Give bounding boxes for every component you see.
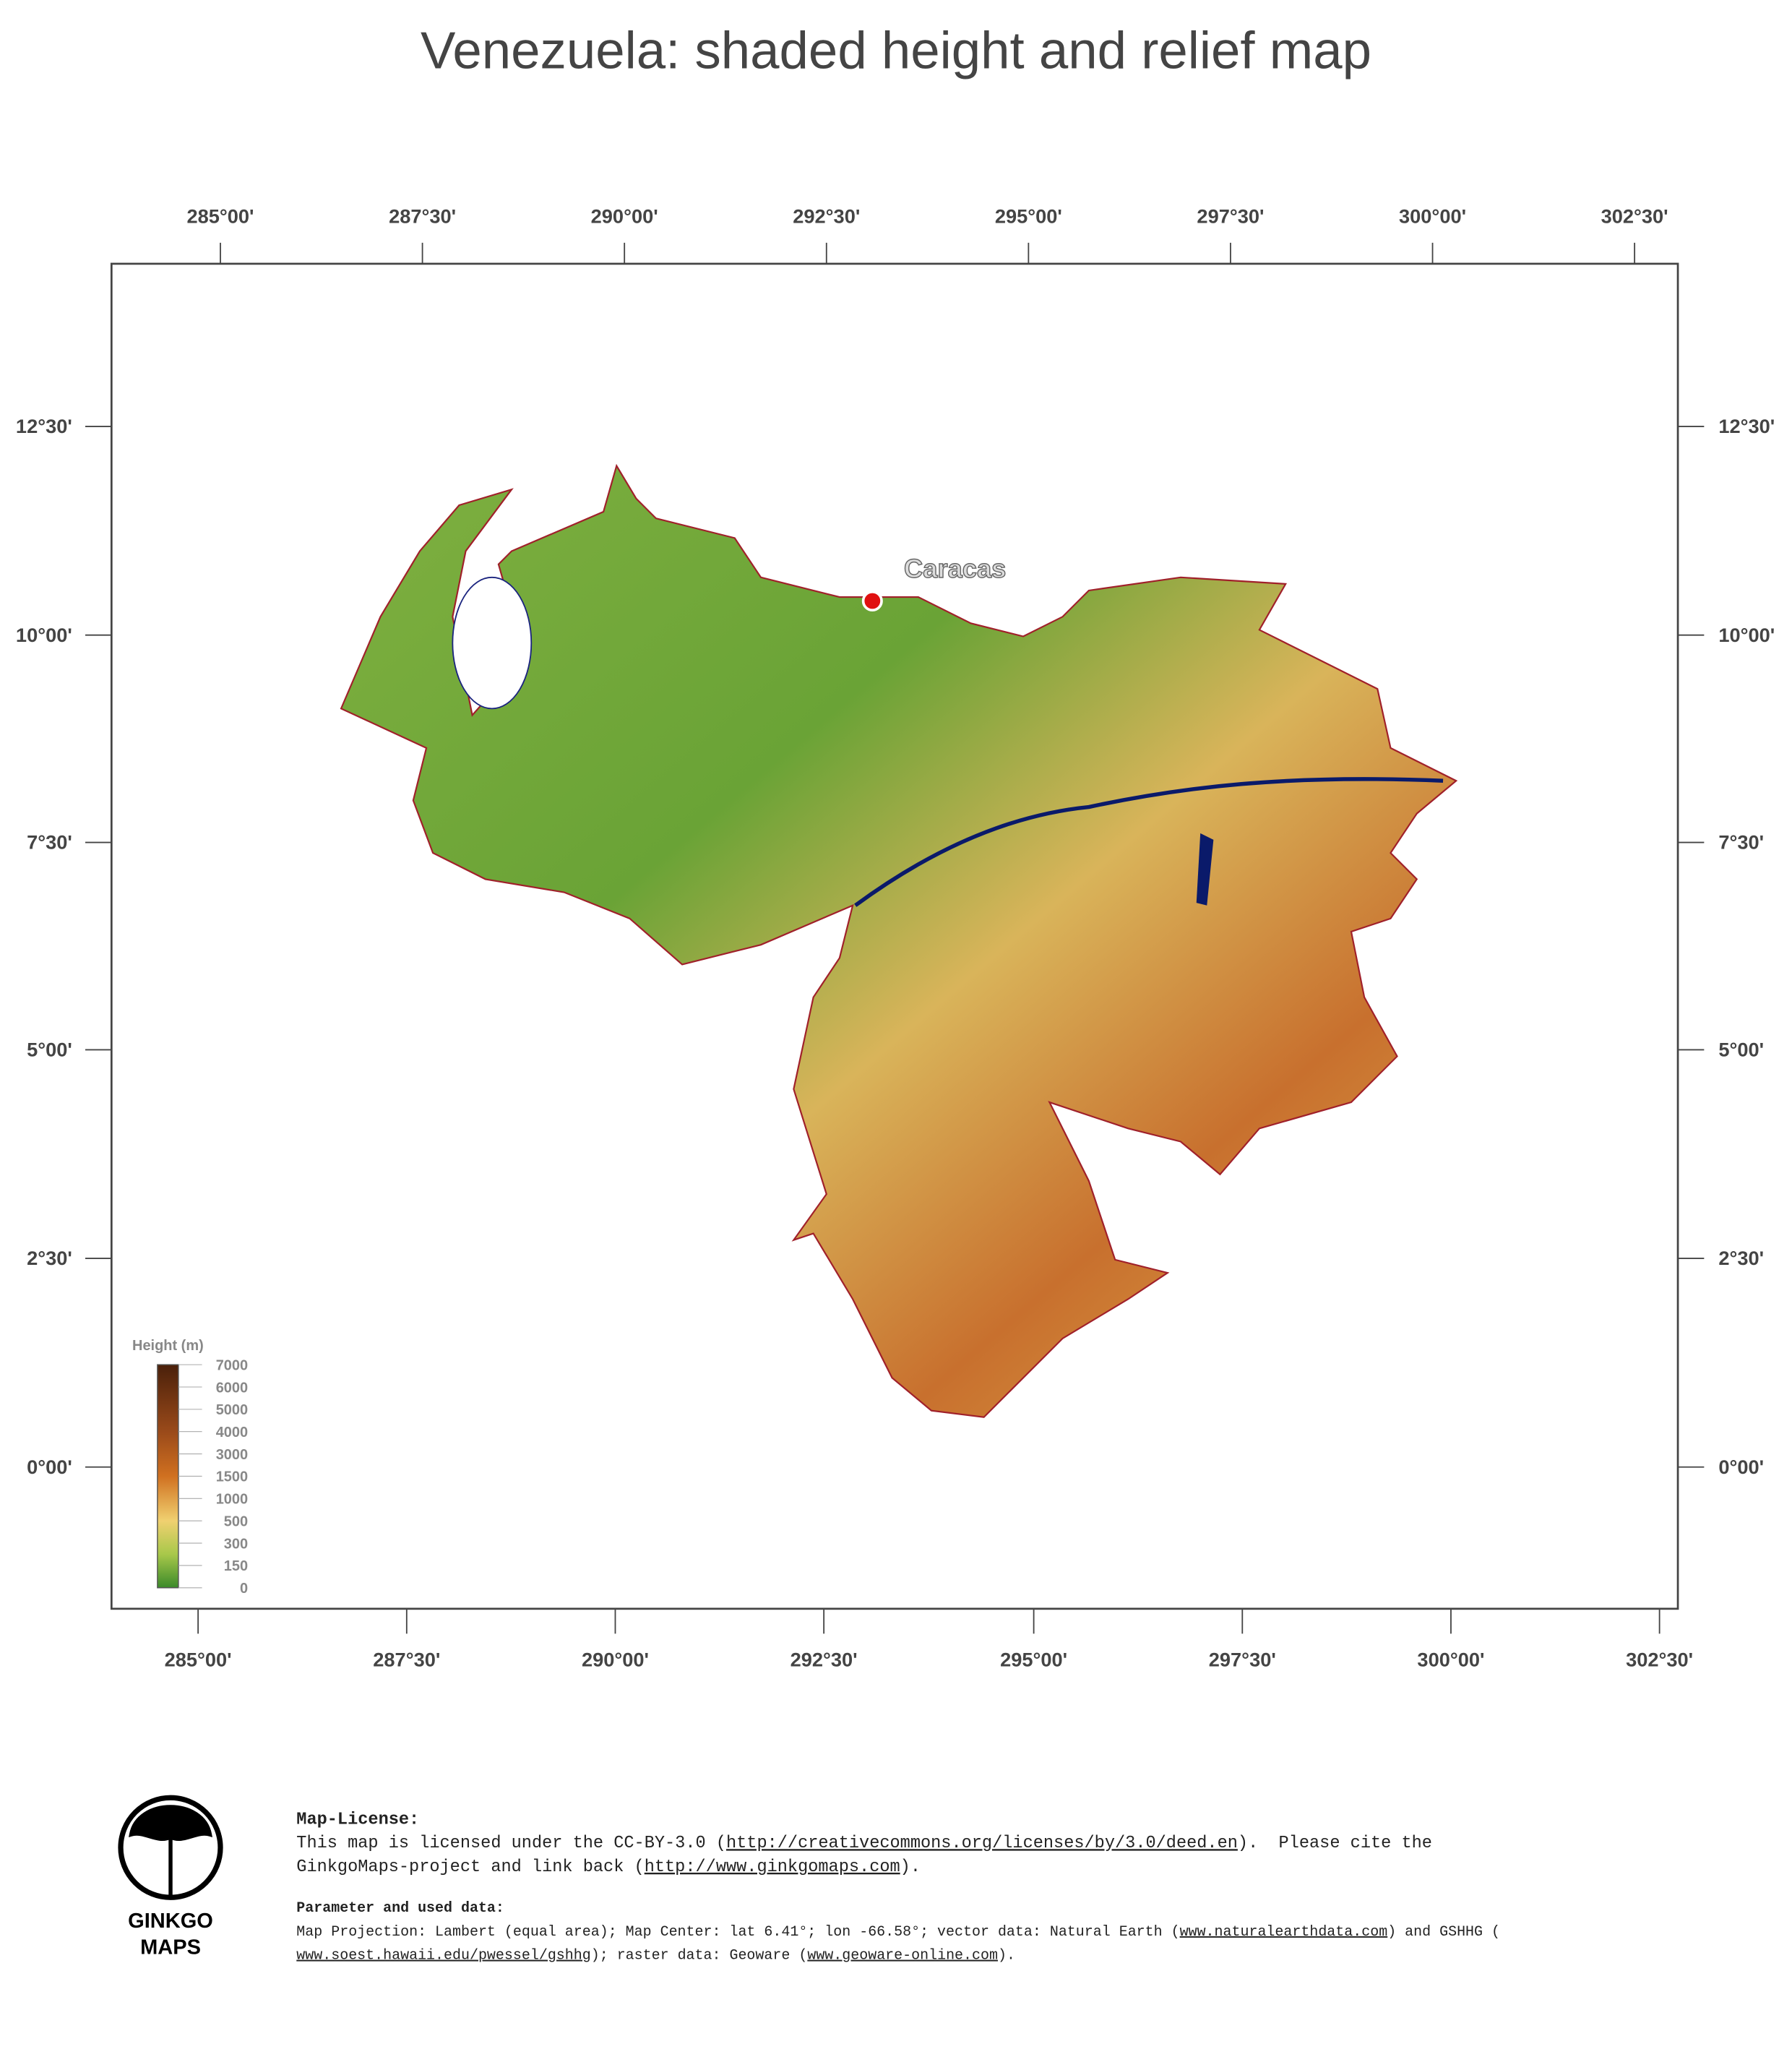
x-tick-label: 285°00': [186, 205, 254, 228]
capital-marker: [861, 590, 883, 612]
x-tick-label: 290°00': [582, 1649, 649, 1671]
y-tick-label: 10°00': [1718, 624, 1775, 646]
license-text: This map is licensed under the CC-BY-3.0…: [296, 1834, 726, 1853]
license-link[interactable]: http://creativecommons.org/licenses/by/3…: [726, 1834, 1238, 1853]
y-tick-label: 5°00': [27, 1038, 72, 1060]
reservoir: [1196, 833, 1214, 906]
legend-label: 7000: [216, 1357, 248, 1373]
license-line: Map Projection: Lambert (equal area); Ma…: [296, 1923, 1500, 1940]
legend-label: 0: [240, 1581, 248, 1597]
legend-label: 1000: [216, 1492, 248, 1508]
city-label: Caracas: [904, 554, 1006, 583]
y-tick-label: 10°00': [16, 624, 72, 646]
y-tick-label: 2°30': [1718, 1247, 1764, 1269]
x-tick-label: 292°30': [791, 1649, 858, 1671]
x-tick-label: 300°00': [1417, 1649, 1484, 1671]
license-text: ).: [998, 1947, 1015, 1964]
legend-label: 500: [224, 1513, 248, 1529]
title: Venezuela: shaded height and relief map: [421, 21, 1371, 80]
x-tick-label: 297°30': [1209, 1649, 1276, 1671]
y-tick-label: 0°00': [1718, 1456, 1764, 1478]
license-text: ). Please cite the: [1238, 1834, 1432, 1853]
y-tick-label: 12°30': [1718, 415, 1775, 437]
x-tick-label: 292°30': [793, 205, 860, 228]
y-tick-label: 12°30': [16, 415, 72, 437]
legend-label: 3000: [216, 1447, 248, 1463]
license-text: GinkgoMaps-project and link back (: [296, 1858, 644, 1877]
license-text: ); raster data: Geoware (: [591, 1947, 808, 1964]
license-line: This map is licensed under the CC-BY-3.0…: [296, 1834, 1432, 1853]
orinoco-river: [854, 777, 1444, 907]
y-tick-label: 7°30': [27, 831, 72, 854]
license-link[interactable]: www.geoware-online.com: [807, 1947, 998, 1964]
x-tick-label: 287°30': [389, 205, 456, 228]
license-text: ) and GSHHG (: [1387, 1923, 1500, 1940]
legend-label: 150: [224, 1558, 248, 1574]
license-line: www.soest.hawaii.edu/pwessel/gshhg); ras…: [296, 1947, 1015, 1964]
x-tick-label: 302°30': [1601, 205, 1668, 228]
license-text: ).: [900, 1858, 921, 1877]
legend-bar: [157, 1364, 179, 1589]
legend-label: 300: [224, 1536, 248, 1552]
license-text: Map Projection: Lambert (equal area); Ma…: [296, 1923, 1179, 1940]
y-tick-label: 0°00': [27, 1456, 72, 1478]
x-tick-label: 297°30': [1197, 205, 1264, 228]
x-tick-label: 290°00': [591, 205, 658, 228]
country-shape: [340, 463, 1458, 1418]
logo-leaf: [129, 1805, 212, 1897]
x-tick-label: 287°30': [373, 1649, 440, 1671]
y-tick-label: 7°30': [1718, 831, 1764, 854]
license-heading: Map-License:: [296, 1811, 419, 1830]
lake-maracaibo: [452, 576, 533, 710]
x-tick-label: 302°30': [1626, 1649, 1693, 1671]
logo-text: GINKGO: [128, 1910, 213, 1933]
x-tick-label: 285°00': [165, 1649, 232, 1671]
license-line: GinkgoMaps-project and link back (http:/…: [296, 1858, 921, 1877]
license-link[interactable]: www.naturalearthdata.com: [1180, 1923, 1388, 1940]
x-tick-label: 300°00': [1399, 205, 1466, 228]
license-link[interactable]: http://www.ginkgomaps.com: [645, 1858, 900, 1877]
legend-label: 6000: [216, 1380, 248, 1396]
y-tick-label: 2°30': [27, 1247, 72, 1269]
map-frame: [110, 262, 1679, 1610]
x-tick-label: 295°00': [1000, 1649, 1067, 1671]
legend-title: Height (m): [132, 1338, 204, 1354]
license-link[interactable]: www.soest.hawaii.edu/pwessel/gshhg: [296, 1947, 590, 1964]
legend-label: 4000: [216, 1425, 248, 1440]
logo-text: MAPS: [140, 1936, 201, 1959]
legend-label: 5000: [216, 1402, 248, 1418]
params-heading: Parameter and used data:: [296, 1899, 504, 1916]
x-tick-label: 295°00': [995, 205, 1062, 228]
legend-label: 1500: [216, 1469, 248, 1485]
y-tick-label: 5°00': [1718, 1038, 1764, 1060]
